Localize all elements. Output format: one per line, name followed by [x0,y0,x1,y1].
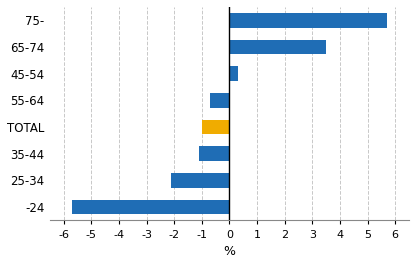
Bar [202,120,230,134]
Bar [171,173,230,188]
Bar [72,200,230,214]
Bar [230,13,387,28]
Bar [199,146,230,161]
Bar [230,66,238,81]
Bar [230,40,326,54]
X-axis label: %: % [223,245,235,258]
Bar [210,93,230,108]
